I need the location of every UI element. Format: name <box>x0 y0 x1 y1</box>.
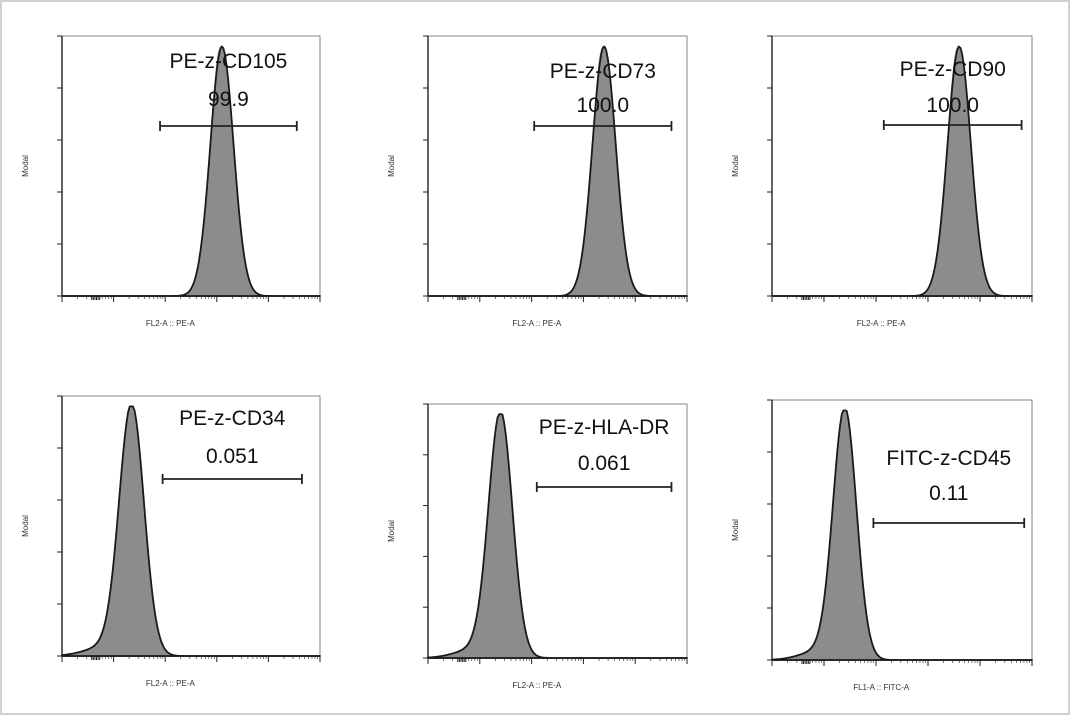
x-axis-label: FL2-A :: PE-A <box>146 319 196 328</box>
x-axis-label: FL2-A :: PE-A <box>146 679 196 688</box>
reference-histogram <box>62 46 320 297</box>
reference-histogram <box>428 45 687 297</box>
x-axis-label: FL2-A :: PE-A <box>512 319 562 328</box>
marker-label: PE-z-CD105 <box>169 50 287 73</box>
y-axis-label: Modal <box>731 519 740 541</box>
marker-label: PE-z-CD34 <box>179 407 286 430</box>
y-axis-label: Modal <box>21 515 30 537</box>
plot-area <box>61 35 321 297</box>
marker-label: PE-z-CD73 <box>550 60 656 83</box>
marker-label: FITC-z-CD45 <box>886 447 1011 470</box>
x-axis-label: FL2-A :: PE-A <box>857 319 907 328</box>
gate-value: 0.051 <box>206 445 259 468</box>
histogram-peak <box>427 413 688 659</box>
gate-marker <box>159 121 298 131</box>
gate-value: 100.0 <box>577 94 630 117</box>
gate-value: 99.9 <box>208 88 249 111</box>
histogram-peak <box>771 409 1033 661</box>
gate-value: 0.11 <box>929 482 968 505</box>
gate-marker <box>535 482 673 492</box>
plot-area <box>61 395 321 657</box>
y-axis-label: Modal <box>387 155 396 177</box>
x-axis-label: FL1-A :: FITC-A <box>853 683 910 692</box>
histogram-peak <box>771 45 1033 297</box>
reference-histogram <box>772 46 1032 297</box>
gate-marker <box>882 120 1023 130</box>
gate-value: 100.0 <box>926 94 979 117</box>
x-axis-label: FL2-A :: PE-A <box>512 681 562 690</box>
histogram-peak <box>427 45 688 297</box>
marker-label: PE-z-CD90 <box>900 58 1006 81</box>
gate-marker <box>533 121 673 131</box>
gate-marker <box>161 474 303 484</box>
gate-value: 0.061 <box>578 452 631 475</box>
y-axis-label: Modal <box>21 155 30 177</box>
plot-area <box>771 399 1033 661</box>
plot-area <box>427 403 688 659</box>
y-axis-label: Modal <box>387 520 396 542</box>
histogram-peak <box>61 405 321 657</box>
gate-marker <box>872 518 1026 528</box>
y-axis-label: Modal <box>731 155 740 177</box>
marker-label: PE-z-HLA-DR <box>539 416 670 439</box>
histogram-peak <box>61 45 321 297</box>
